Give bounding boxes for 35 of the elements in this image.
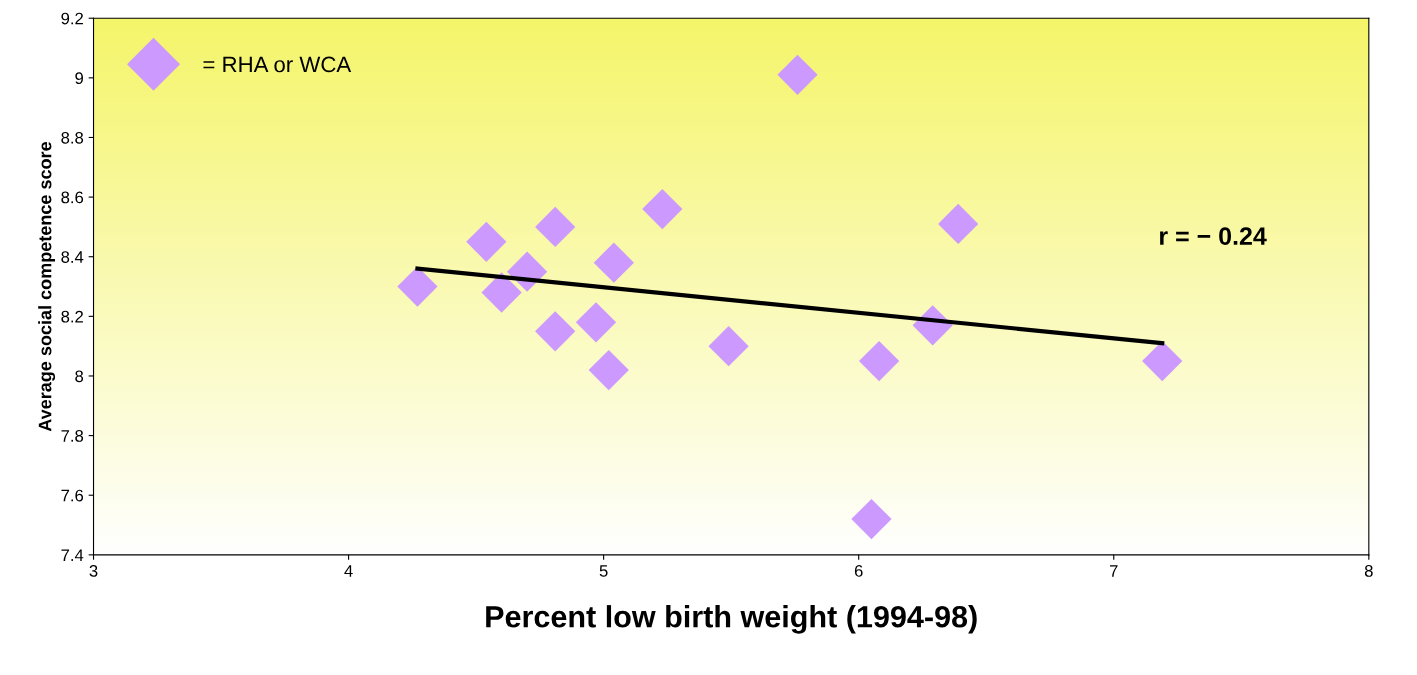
point: [575, 302, 617, 343]
annotation: r = − 0.24: [1160, 227, 1267, 245]
y-tick-label: 8.8: [61, 131, 84, 144]
y-tick-label: 9.2: [61, 12, 83, 25]
y-tick-label: 8.2: [61, 310, 83, 323]
point: [708, 326, 749, 367]
y-tick-label: 7.8: [61, 430, 84, 442]
y-tick-label: 7.4: [61, 549, 84, 561]
x-tick-label: 5: [599, 565, 608, 577]
point: [777, 54, 818, 95]
point: [588, 349, 629, 391]
point: [535, 311, 576, 352]
x-tick-label: 7: [1109, 565, 1118, 577]
point: [397, 266, 438, 307]
point: [642, 188, 683, 230]
point: [858, 340, 900, 382]
y-tick-label: 7.6: [61, 489, 84, 502]
x-tick-label: 8: [1364, 565, 1373, 577]
x-tick-label: 6: [854, 565, 863, 577]
point: [593, 242, 634, 283]
y-tick-label: 8.4: [61, 251, 84, 263]
y-tick-label: 8: [75, 370, 84, 383]
point: [938, 203, 979, 245]
y-tick-label: 9: [75, 72, 84, 85]
point: [481, 272, 522, 313]
point: [466, 221, 507, 262]
y-tick-label: 8.6: [61, 191, 84, 204]
point: [1142, 340, 1183, 382]
point: [535, 206, 576, 248]
x-tick-label: 4: [344, 565, 353, 577]
legend-label: = RHA or WCA: [203, 56, 352, 73]
x-tick-label: 3: [89, 565, 98, 577]
y-axis-title: Average social competence score: [38, 141, 56, 432]
x-axis-title: Percent low birth weight (1994-98): [486, 605, 977, 634]
point: [851, 498, 892, 540]
